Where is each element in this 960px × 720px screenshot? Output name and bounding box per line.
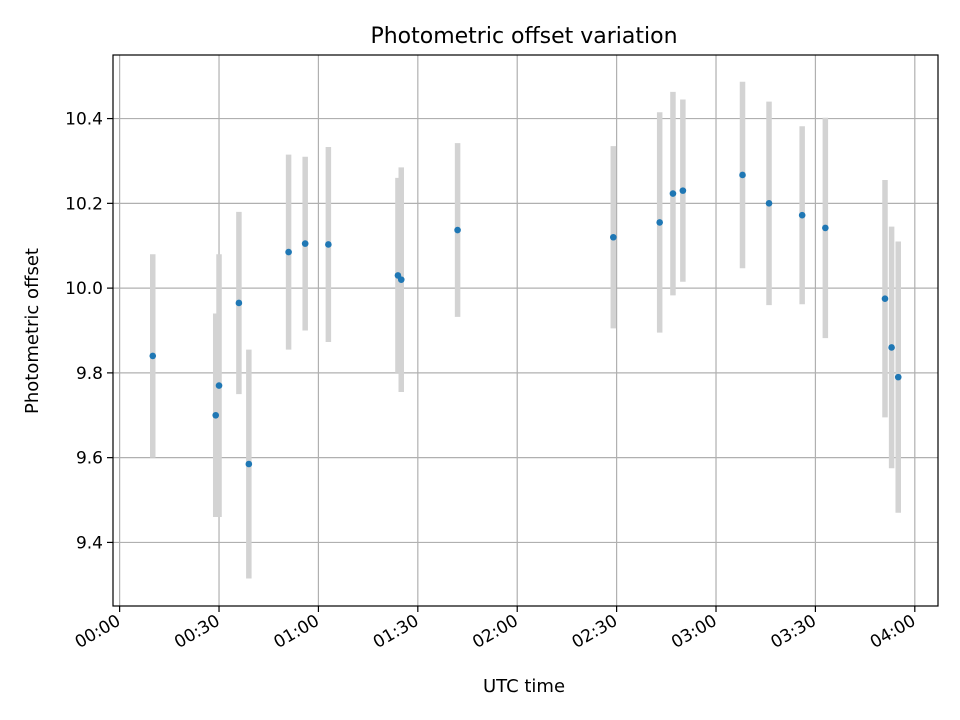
data-point bbox=[212, 412, 219, 419]
x-axis-label: UTC time bbox=[483, 676, 565, 697]
y-tick-label: 10.0 bbox=[65, 279, 103, 299]
data-point bbox=[799, 212, 806, 219]
y-tick-label: 10.4 bbox=[65, 110, 103, 130]
chart: 00:00 00:30 01:00 01:30 02:00 02:30 03:00 03:30… bbox=[0, 0, 960, 720]
y-tick-label: 9.6 bbox=[76, 449, 103, 469]
data-point bbox=[888, 344, 895, 351]
data-point bbox=[680, 187, 687, 194]
data-point bbox=[325, 241, 332, 248]
data-point bbox=[398, 276, 405, 283]
y-tick-label: 9.8 bbox=[76, 364, 103, 384]
chart-title: Photometric offset variation bbox=[370, 24, 677, 49]
y-tick-label: 10.2 bbox=[65, 194, 103, 214]
data-point bbox=[656, 219, 663, 226]
data-point bbox=[822, 225, 829, 232]
data-point bbox=[882, 295, 889, 302]
y-tick-label: 9.4 bbox=[76, 533, 103, 553]
data-point bbox=[246, 461, 253, 468]
data-point bbox=[739, 172, 746, 179]
y-axis-label: Photometric offset bbox=[22, 248, 43, 414]
data-point bbox=[610, 234, 617, 241]
data-point bbox=[149, 353, 156, 360]
data-point bbox=[285, 249, 292, 256]
data-point bbox=[454, 227, 461, 234]
data-point bbox=[895, 374, 902, 381]
data-point bbox=[302, 240, 309, 247]
data-point bbox=[216, 382, 223, 389]
data-point bbox=[766, 200, 773, 207]
data-point bbox=[670, 190, 677, 197]
data-point bbox=[236, 300, 243, 307]
